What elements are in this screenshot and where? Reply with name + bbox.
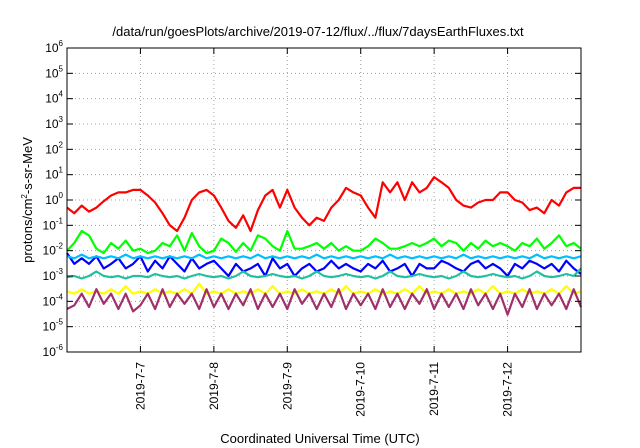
- y-tick-label: 103: [45, 115, 63, 131]
- y-axis-title: protons/cm2-s-sr-MeV: [20, 137, 35, 263]
- y-tick-label: 10-5: [43, 318, 64, 334]
- y-tick-label: 100: [45, 191, 63, 207]
- x-axis-title: Coordinated Universal Time (UTC): [220, 431, 419, 446]
- y-tick-label: 106: [45, 39, 63, 55]
- y-tick-label: 10-3: [43, 267, 64, 283]
- y-tick-label: 105: [45, 64, 63, 80]
- y-tick-label: 102: [45, 140, 63, 156]
- x-tick-label: 2019-7-12: [501, 362, 515, 417]
- grid-lines: [67, 48, 581, 352]
- chart-title: /data/run/goesPlots/archive/2019-07-12/f…: [112, 24, 524, 39]
- series-line-1: [66, 176, 581, 233]
- series-line-2: [66, 229, 582, 255]
- series-line-4: [66, 253, 582, 260]
- series-line-6: [66, 282, 582, 295]
- x-tick-labels: 2019-7-7 2019-7-8 2019-7-9 2019-7-10 2019-7-…: [133, 362, 514, 417]
- x-tick-label: 2019-7-9: [280, 362, 294, 410]
- x-tick-label: 2019-7-7: [133, 362, 147, 410]
- series-group: [66, 176, 583, 316]
- x-tick-label: 2019-7-8: [207, 362, 221, 410]
- series-line-3: [66, 252, 582, 278]
- x-tick-label: 2019-7-11: [427, 362, 441, 416]
- tick-marks: [67, 47, 581, 353]
- x-tick-label: 2019-7-10: [354, 362, 368, 417]
- y-tick-label: 10-6: [43, 343, 64, 359]
- y-tick-label: 101: [45, 166, 63, 182]
- y-tick-label: 104: [45, 90, 63, 106]
- series-line-5: [66, 267, 582, 280]
- y-tick-labels: 10-6 10-5 10-4 10-3 10-2 10-1 100 101 102 103 104 1…: [43, 39, 64, 359]
- y-tick-label: 10-2: [43, 242, 64, 258]
- y-tick-label: 10-4: [43, 292, 64, 308]
- y-tick-label: 10-1: [43, 216, 64, 232]
- series-line-7: [66, 288, 583, 316]
